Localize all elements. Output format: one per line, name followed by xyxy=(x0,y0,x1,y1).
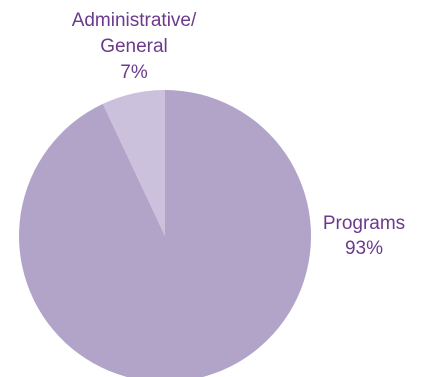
slice-label-0: Programs 93% xyxy=(323,213,405,259)
pie-slice-0 xyxy=(19,90,312,377)
slice-label-0-line-0: Programs xyxy=(323,213,405,234)
slice-label-1: Administrative/General 7% xyxy=(72,10,197,83)
pie-slices xyxy=(19,90,312,377)
slice-label-1-line-1: General xyxy=(100,36,168,57)
slice-label-0-line-1: 93% xyxy=(345,238,383,259)
slice-label-1-line-2: 7% xyxy=(120,62,148,83)
pie-slice-1 xyxy=(102,90,165,236)
slice-labels: Programs 93% Administrative/General 7% xyxy=(72,10,405,259)
slice-label-1-line-0: Administrative/ xyxy=(72,10,197,31)
